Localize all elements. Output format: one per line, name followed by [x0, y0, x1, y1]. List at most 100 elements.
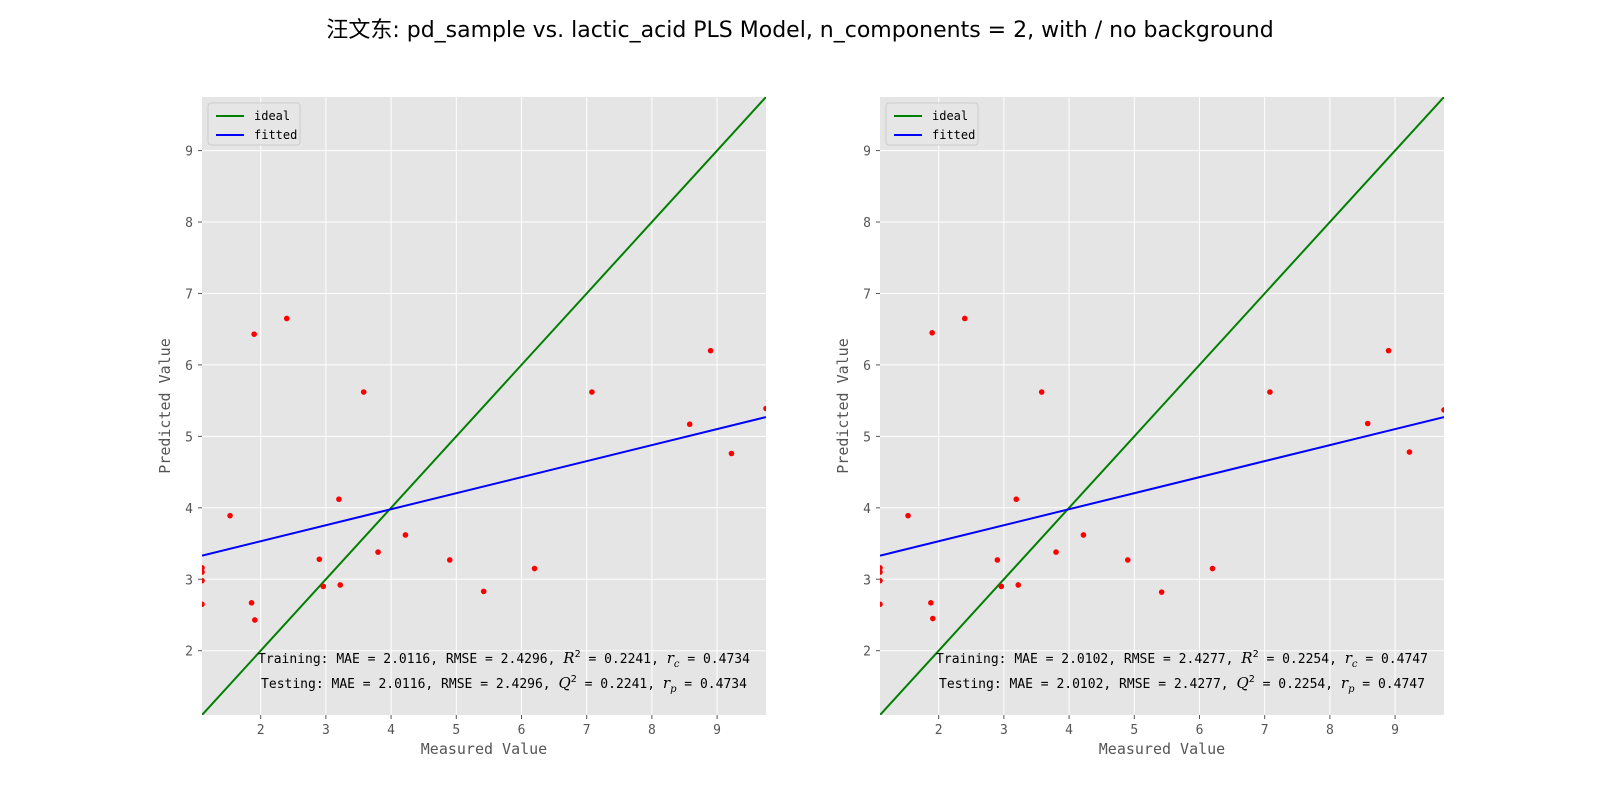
series-lines [202, 97, 766, 715]
data-point [686, 421, 693, 428]
x-tick-label: 5 [1130, 723, 1138, 738]
data-point [320, 583, 327, 590]
figure-title: 汪文东: pd_sample vs. lactic_acid PLS Model… [326, 18, 1274, 43]
data-point [928, 600, 934, 606]
data-point [202, 601, 205, 608]
series-lines [880, 97, 1444, 715]
x-tick-label: 6 [518, 723, 526, 738]
x-tick-label: 4 [1065, 723, 1073, 738]
x-tick-label: 8 [648, 723, 656, 738]
x-tick-label: 2 [257, 723, 265, 738]
x-tick-label: 8 [1326, 723, 1334, 738]
y-tick-label: 9 [185, 145, 193, 160]
y-tick-label: 5 [185, 430, 193, 445]
data-point [1406, 449, 1413, 455]
data-point [961, 315, 968, 322]
data-point [251, 331, 257, 337]
data-point [336, 496, 342, 503]
metrics-annotation: Testing: MAE = 2.0116, RMSE = 2.4296, Q2… [261, 674, 747, 695]
legend-fitted-label: fitted [254, 128, 297, 142]
x-tick-label: 7 [1261, 723, 1269, 738]
data-point [1080, 532, 1087, 538]
data-point [880, 565, 883, 571]
y-tick-label: 4 [863, 502, 871, 517]
ideal-line [880, 97, 1444, 715]
x-axis-label: Measured Value [421, 740, 547, 758]
y-tick-label: 8 [863, 216, 871, 231]
data-point [360, 389, 367, 395]
data-point [1124, 557, 1131, 563]
data-point [1015, 582, 1022, 588]
data-point [707, 347, 714, 354]
data-point [202, 565, 205, 571]
metrics-annotation: Testing: MAE = 2.0102, RMSE = 2.4277, Q2… [939, 674, 1425, 695]
y-tick-label: 7 [863, 287, 871, 302]
x-tick-label: 2 [935, 723, 943, 738]
data-point [994, 557, 1001, 563]
y-axis-label: Predicted Value [156, 338, 174, 473]
data-point [1385, 347, 1392, 354]
y-tick-label: 5 [863, 430, 871, 445]
data-point [480, 588, 487, 595]
data-point [998, 583, 1005, 590]
y-tick-label: 6 [185, 359, 193, 374]
fitted-line [880, 416, 1444, 557]
data-point [1364, 420, 1371, 427]
data-point [1013, 496, 1020, 503]
y-axis-label: Predicted Value [834, 338, 852, 473]
x-tick-label: 6 [1196, 723, 1204, 738]
metrics-annotation: Training: MAE = 2.0116, RMSE = 2.4296, R… [258, 649, 750, 670]
x-tick-label: 9 [713, 723, 721, 738]
data-point [1267, 389, 1273, 395]
metrics-annotation: Training: MAE = 2.0102, RMSE = 2.4277, R… [936, 649, 1428, 670]
data-point [589, 389, 595, 395]
data-point [905, 512, 911, 519]
y-tick-label: 8 [185, 216, 193, 231]
legend-ideal-label: ideal [932, 109, 968, 123]
data-point [402, 532, 409, 538]
data-point [227, 512, 233, 519]
legend-ideal-label: ideal [254, 109, 290, 123]
x-axis-label: Measured Value [1099, 740, 1225, 758]
data-point [1158, 589, 1165, 595]
right-chart-panel: 2 3 4 5 6 7 8 9 2 3 4 5 6 7 8 9 Training: MAE = 2.0102, … [834, 97, 1444, 758]
data-point [337, 582, 344, 588]
data-point [880, 569, 883, 575]
data-point [929, 329, 935, 336]
y-tick-label: 3 [185, 573, 193, 588]
data-point [316, 556, 323, 563]
y-tick-label: 4 [185, 502, 193, 517]
data-point [202, 569, 205, 575]
data-point [1209, 565, 1216, 572]
data-point [283, 315, 290, 322]
left-chart-panel: 2 3 4 5 6 7 8 9 2 3 4 5 6 7 8 9 Training: MAE = 2.0116, … [156, 97, 766, 758]
data-point [763, 405, 766, 412]
data-point [252, 617, 258, 623]
data-point [202, 577, 205, 584]
y-tick-label: 2 [185, 645, 193, 660]
ideal-line [202, 97, 766, 715]
data-point [1053, 549, 1059, 555]
data-point [375, 549, 381, 555]
x-tick-label: 7 [583, 723, 591, 738]
data-point [1038, 389, 1045, 395]
y-tick-label: 6 [863, 359, 871, 374]
y-tick-label: 2 [863, 645, 871, 660]
data-point [1441, 407, 1444, 413]
fitted-line [202, 416, 766, 557]
data-point [446, 557, 453, 563]
data-point [728, 450, 735, 457]
y-tick-label: 3 [863, 573, 871, 588]
y-tick-label: 9 [863, 145, 871, 160]
x-tick-label: 3 [322, 723, 330, 738]
x-tick-label: 4 [387, 723, 395, 738]
x-tick-label: 3 [1000, 723, 1008, 738]
legend-fitted-label: fitted [932, 128, 975, 142]
y-tick-label: 7 [185, 287, 193, 302]
data-point [880, 577, 883, 584]
data-point [930, 615, 936, 622]
x-tick-label: 5 [452, 723, 460, 738]
x-tick-label: 9 [1391, 723, 1399, 738]
data-point [531, 565, 538, 572]
